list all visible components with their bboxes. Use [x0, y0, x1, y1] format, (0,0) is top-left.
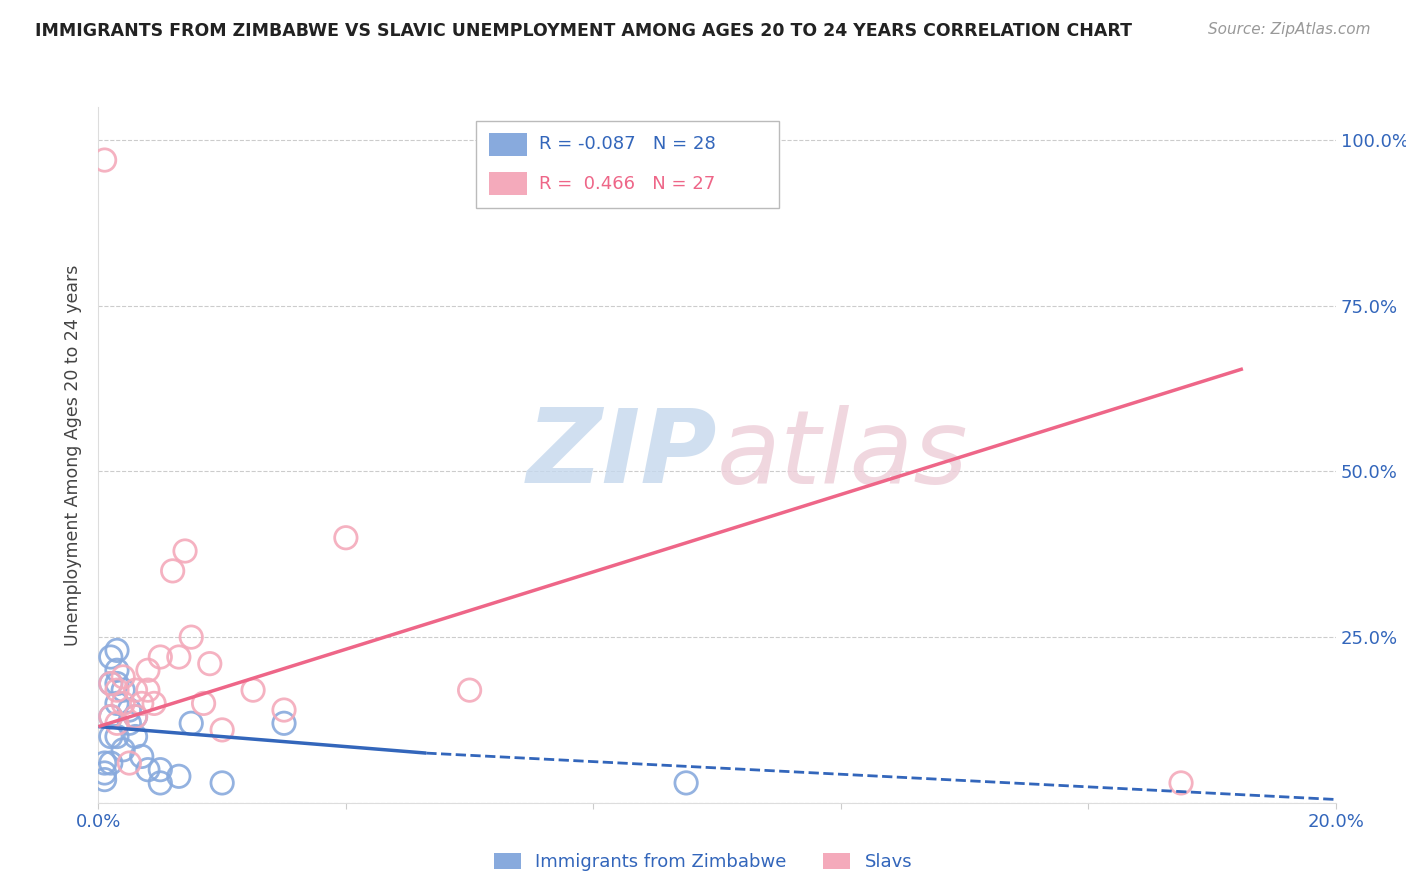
Point: [180, 716, 202, 731]
Point: [100, 676, 122, 690]
Point: [100, 730, 122, 744]
Point: [93, 153, 115, 167]
Point: [162, 564, 184, 578]
Point: [273, 703, 295, 717]
Point: [458, 683, 481, 698]
Point: [131, 697, 153, 711]
Point: [136, 683, 159, 698]
Point: [174, 544, 197, 558]
Point: [335, 531, 357, 545]
Point: [149, 650, 172, 665]
Point: [112, 683, 135, 698]
Point: [100, 650, 122, 665]
Point: [124, 683, 146, 698]
Point: [105, 663, 128, 677]
Point: [105, 716, 128, 731]
Point: [93, 772, 115, 787]
Point: [105, 643, 128, 657]
Bar: [489, 172, 526, 195]
Y-axis label: Unemployment Among Ages 20 to 24 years: Unemployment Among Ages 20 to 24 years: [65, 264, 83, 646]
Text: ZIP: ZIP: [526, 404, 717, 506]
Point: [112, 697, 135, 711]
Point: [198, 657, 221, 671]
Point: [112, 670, 135, 684]
Point: [675, 776, 697, 790]
Point: [100, 756, 122, 770]
Point: [167, 769, 190, 783]
Point: [93, 756, 115, 770]
Point: [100, 709, 122, 723]
Point: [136, 663, 159, 677]
Point: [100, 676, 122, 690]
Point: [143, 697, 166, 711]
Point: [149, 776, 172, 790]
Point: [105, 730, 128, 744]
Legend: Immigrants from Zimbabwe, Slavs: Immigrants from Zimbabwe, Slavs: [486, 846, 920, 879]
Point: [273, 716, 295, 731]
Text: Source: ZipAtlas.com: Source: ZipAtlas.com: [1208, 22, 1371, 37]
Text: R =  0.466   N = 27: R = 0.466 N = 27: [538, 175, 716, 193]
Point: [211, 776, 233, 790]
Point: [149, 763, 172, 777]
Point: [211, 723, 233, 737]
Point: [180, 630, 202, 644]
Point: [93, 766, 115, 780]
Point: [112, 743, 135, 757]
Bar: [489, 133, 526, 156]
Point: [100, 709, 122, 723]
Text: atlas: atlas: [717, 405, 969, 505]
Point: [118, 703, 141, 717]
FancyBboxPatch shape: [475, 121, 779, 208]
Point: [242, 683, 264, 698]
Point: [136, 763, 159, 777]
Point: [105, 676, 128, 690]
Point: [118, 756, 141, 770]
Point: [105, 697, 128, 711]
Point: [131, 749, 153, 764]
Point: [167, 650, 190, 665]
Text: R = -0.087   N = 28: R = -0.087 N = 28: [538, 135, 716, 153]
Point: [124, 709, 146, 723]
Point: [124, 709, 146, 723]
Point: [124, 730, 146, 744]
Text: IMMIGRANTS FROM ZIMBABWE VS SLAVIC UNEMPLOYMENT AMONG AGES 20 TO 24 YEARS CORREL: IMMIGRANTS FROM ZIMBABWE VS SLAVIC UNEMP…: [35, 22, 1132, 40]
Point: [193, 697, 215, 711]
Point: [1170, 776, 1192, 790]
Point: [118, 716, 141, 731]
Point: [105, 683, 128, 698]
